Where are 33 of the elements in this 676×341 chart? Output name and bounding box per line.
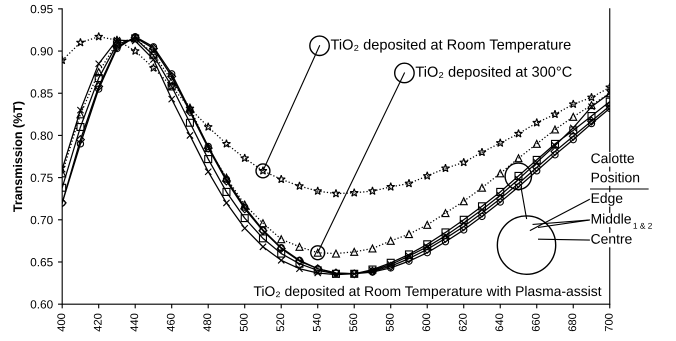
annotation: TiO₂ deposited at 300°C bbox=[416, 66, 572, 80]
y-tick-label: 0.70 bbox=[30, 216, 53, 224]
annotation: TiO₂ deposited at Room Temperature with Plasma-assist bbox=[254, 286, 602, 299]
x-tick-label: 640 bbox=[495, 314, 504, 332]
x-tick-label: 700 bbox=[604, 314, 613, 332]
x-tick-label: 560 bbox=[349, 314, 358, 332]
x-tick-label: 480 bbox=[203, 314, 212, 332]
annotation: Calotte bbox=[591, 153, 634, 164]
annotation: TiO₂ deposited at Room Temperature bbox=[330, 38, 571, 53]
x-tick-label: 620 bbox=[458, 314, 467, 332]
y-tick-label: 0.60 bbox=[30, 300, 53, 309]
y-tick-label: 0.75 bbox=[30, 174, 53, 182]
x-tick-label: 520 bbox=[276, 314, 284, 332]
annotation: Centre bbox=[591, 234, 632, 244]
annotation: Edge bbox=[592, 192, 622, 206]
x-tick-label: 400 bbox=[57, 314, 66, 332]
x-tick-label: 460 bbox=[166, 314, 175, 332]
y-tick-label: 0.65 bbox=[30, 258, 53, 266]
x-tick-label: 500 bbox=[240, 314, 248, 332]
y-tick-label: 0.85 bbox=[30, 89, 53, 98]
y-tick-label: 0.80 bbox=[30, 131, 53, 140]
x-tick-label: 660 bbox=[532, 314, 540, 332]
x-tick-label: 680 bbox=[568, 314, 576, 332]
annotation: Middle1 & 2 bbox=[592, 214, 652, 229]
y-tick-label: 0.95 bbox=[30, 4, 53, 14]
y-axis-title: Transmission (%T) bbox=[12, 102, 25, 212]
x-tick-label: 600 bbox=[422, 314, 430, 332]
annotation: Position bbox=[592, 172, 640, 182]
x-tick-label: 580 bbox=[386, 314, 394, 332]
x-tick-label: 440 bbox=[130, 314, 138, 332]
x-tick-label: 540 bbox=[312, 314, 321, 332]
y-tick-label: 0.90 bbox=[30, 47, 53, 56]
x-tick-label: 420 bbox=[94, 314, 102, 332]
